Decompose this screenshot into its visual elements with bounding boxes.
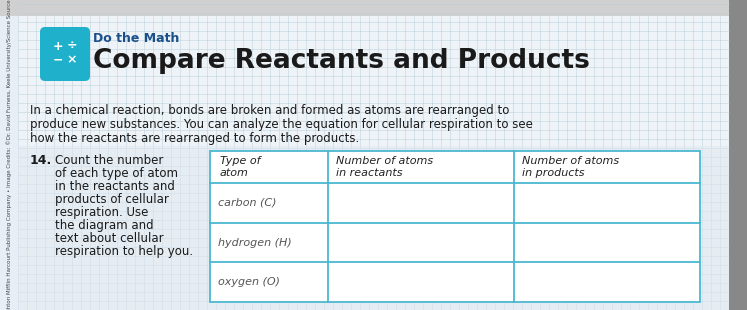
FancyBboxPatch shape bbox=[729, 0, 747, 310]
Text: +: + bbox=[53, 39, 63, 52]
Text: In a chemical reaction, bonds are broken and formed as atoms are rearranged to: In a chemical reaction, bonds are broken… bbox=[30, 104, 509, 117]
Text: produce new substances. You can analyze the equation for cellular respiration to: produce new substances. You can analyze … bbox=[30, 118, 533, 131]
Text: products of cellular: products of cellular bbox=[55, 193, 169, 206]
Text: respiration. Use: respiration. Use bbox=[55, 206, 149, 219]
Text: 14.: 14. bbox=[30, 154, 52, 167]
Text: of each type of atom: of each type of atom bbox=[55, 167, 178, 180]
Text: Do the Math: Do the Math bbox=[93, 32, 179, 45]
Text: text about cellular: text about cellular bbox=[55, 232, 164, 245]
Text: respiration to help you.: respiration to help you. bbox=[55, 245, 193, 258]
FancyBboxPatch shape bbox=[0, 0, 747, 16]
Text: oxygen (O): oxygen (O) bbox=[218, 277, 280, 287]
Text: Count the number: Count the number bbox=[55, 154, 164, 167]
FancyBboxPatch shape bbox=[210, 151, 700, 302]
FancyBboxPatch shape bbox=[18, 16, 729, 310]
Text: in products: in products bbox=[522, 168, 584, 178]
FancyBboxPatch shape bbox=[18, 146, 729, 310]
Text: in reactants: in reactants bbox=[336, 168, 403, 178]
Text: −: − bbox=[53, 54, 63, 67]
Text: Number of atoms: Number of atoms bbox=[336, 156, 433, 166]
Text: in the reactants and: in the reactants and bbox=[55, 180, 175, 193]
Text: Number of atoms: Number of atoms bbox=[522, 156, 619, 166]
FancyBboxPatch shape bbox=[0, 16, 18, 310]
Text: carbon (C): carbon (C) bbox=[218, 198, 276, 208]
Text: ×: × bbox=[66, 54, 77, 67]
Text: © Houghton Mifflin Harcourt Publishing Company • Image Credits: ©Dr. David Furne: © Houghton Mifflin Harcourt Publishing C… bbox=[6, 0, 12, 310]
FancyBboxPatch shape bbox=[40, 27, 90, 81]
Text: how the reactants are rearranged to form the products.: how the reactants are rearranged to form… bbox=[30, 132, 359, 145]
Text: Compare Reactants and Products: Compare Reactants and Products bbox=[93, 48, 590, 74]
Text: the diagram and: the diagram and bbox=[55, 219, 154, 232]
Text: Type of: Type of bbox=[220, 156, 261, 166]
Text: ÷: ÷ bbox=[66, 39, 77, 52]
Text: hydrogen (H): hydrogen (H) bbox=[218, 237, 292, 247]
Text: atom: atom bbox=[220, 168, 249, 178]
